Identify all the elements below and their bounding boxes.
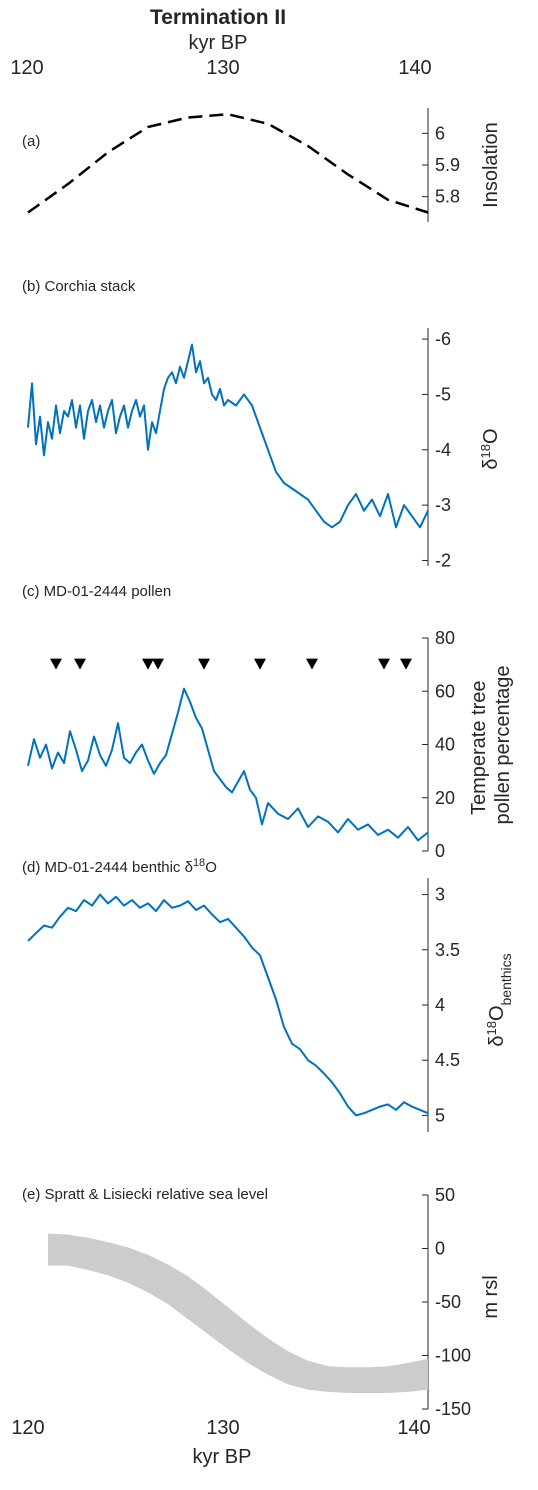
panel-c-marker [400,658,412,670]
panel-c-y-ticks: 80 60 40 20 0 [422,628,455,861]
panel-b-series [27,343,429,529]
panel-c: (c) MD-01-2444 pollen 80 60 40 20 0 Temperat… [22,583,514,861]
panel-a-ylabel: Insolation [480,122,502,208]
panel-e-tick-label: -150 [435,1399,471,1419]
panel-a: (a) 6 5.9 5.8 Insolation [22,108,502,222]
panel-b-label: (b) Corchia stack [22,278,136,295]
panel-b-line [27,343,429,529]
panel-c-tick-label: 40 [435,735,455,755]
panel-d-tick-label: 3 [435,885,445,905]
panel-d-tick-label: 3.5 [435,940,460,960]
panel-a-tick-label: 5.8 [435,187,460,207]
panel-c-label: (c) MD-01-2444 pollen [22,583,171,600]
panel-b-tick-label: -5 [435,384,451,404]
panel-c-marker [198,658,210,670]
panel-e-y-ticks: 50 0 -50 -100 -150 [422,1185,471,1419]
panel-b-ylabel: δ18O [478,428,503,469]
top-axis-label: kyr BP [189,32,248,54]
panel-e-band [48,1233,428,1393]
panel-b-tick-label: -6 [435,329,451,349]
panel-c-tick-label: 20 [435,788,455,808]
panel-c-tick-label: 60 [435,681,455,701]
panel-b: (b) Corchia stack -6 -5 -4 -3 -2 δ18O [22,278,502,570]
bottom-tick-120: 120 [11,1417,44,1439]
panel-a-series [27,113,429,214]
panel-d-series [27,893,429,1117]
panel-d-tick-label: 4 [435,995,445,1015]
panel-c-ylabel: Temperate tree pollen percentage [468,665,514,824]
panel-e-tick-label: 50 [435,1185,455,1205]
panel-d-line [27,893,429,1117]
top-tick-120: 120 [10,57,43,79]
panel-c-marker [142,658,154,670]
panel-e-series [48,1233,428,1393]
panel-d-ylabel: δ18Obenthics [484,953,515,1046]
panel-e-label: (e) Spratt & Lisiecki relative sea level [22,1186,268,1203]
panel-e-tick-label: -100 [435,1346,471,1366]
panel-a-tick-label: 5.9 [435,155,460,175]
panel-c-series [27,687,429,842]
panel-a-label: (a) [22,133,40,150]
panel-a-y-ticks: 6 5.9 5.8 [422,123,460,207]
panel-a-tick-label: 6 [435,123,445,143]
panel-d-tick-label: 4.5 [435,1050,460,1070]
figure-title: Termination II [150,6,286,29]
panel-c-ylabel-line-2: pollen percentage [492,665,514,824]
panel-e-ylabel: m rsl [480,1275,502,1318]
panel-a-line [27,113,429,214]
panel-b-tick-label: -4 [435,440,451,460]
panel-b-tick-label: -3 [435,495,451,515]
panel-c-marker [152,658,164,670]
top-tick-130: 130 [206,57,239,79]
top-tick-140: 140 [398,57,431,79]
panel-d-y-ticks: 3 3.5 4 4.5 5 [422,885,460,1125]
bottom-axis-label: kyr BP [193,1446,252,1468]
panel-c-marker [50,658,62,670]
panel-b-y-ticks: -6 -5 -4 -3 -2 [422,329,451,570]
panel-e-tick-label: 0 [435,1239,445,1259]
panel-c-tick-label: 80 [435,628,455,648]
bottom-tick-140: 140 [397,1417,430,1439]
panel-d-label: (d) MD-01-2444 benthic δ18O [22,857,217,876]
panel-c-marker [378,658,390,670]
panel-c-marker [306,658,318,670]
panel-c-tick-label: 0 [435,841,445,861]
panel-d-tick-label: 5 [435,1105,445,1125]
panel-c-markers [50,658,412,670]
panel-e: (e) Spratt & Lisiecki relative sea level… [22,1185,502,1419]
panel-e-tick-label: -50 [435,1292,461,1312]
panel-b-tick-label: -2 [435,550,451,570]
panel-d: (d) MD-01-2444 benthic δ18O 3 3.5 4 4.5 5 δ1… [22,857,514,1132]
panel-c-line [27,687,429,842]
panel-c-marker [74,658,86,670]
bottom-tick-130: 130 [206,1417,239,1439]
panel-c-ylabel-line-1: Temperate tree [468,681,490,816]
panel-c-marker [254,658,266,670]
